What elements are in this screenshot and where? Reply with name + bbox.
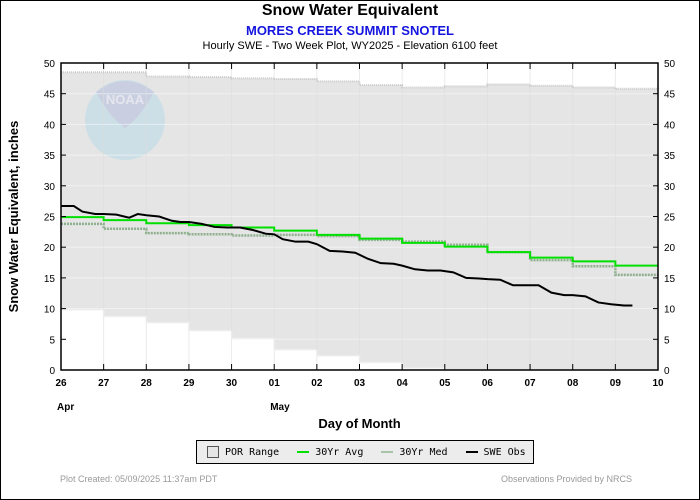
y-tick-label-right: 5 (664, 335, 670, 346)
x-tick-label: 26 (55, 378, 67, 389)
y-tick-label-left: 25 (44, 213, 56, 224)
x-tick-label: 07 (525, 378, 537, 389)
x-tick-label: 09 (610, 378, 622, 389)
x-axis-label: Day of Month (318, 416, 400, 431)
x-tick-label: 03 (354, 378, 366, 389)
noaa-logo-text: NOAA (106, 92, 145, 107)
y-tick-label-left: 35 (44, 151, 56, 162)
x-tick-label: 08 (567, 378, 579, 389)
legend-label: 30Yr Med (399, 446, 448, 458)
y-tick-label-left: 50 (44, 59, 56, 70)
x-tick-label: 04 (397, 378, 409, 389)
y-tick-label-left: 0 (49, 366, 55, 377)
y-tick-label-left: 45 (44, 90, 56, 101)
chart-title: Snow Water Equivalent (261, 2, 439, 19)
por-min-line (61, 308, 658, 371)
por-swatch (207, 446, 219, 458)
y-tick-label-right: 20 (664, 243, 676, 254)
legend-label: POR Range (225, 446, 280, 458)
med-swatch (381, 451, 394, 453)
y-tick-label-right: 15 (664, 274, 676, 285)
y-tick-label-left: 30 (44, 182, 56, 193)
month-label: Apr (57, 402, 74, 413)
obs-swatch (465, 451, 478, 453)
avg-swatch (297, 451, 310, 453)
y-tick-label-left: 20 (44, 243, 56, 254)
plot-created: Plot Created: 05/09/2025 11:37am PDT (60, 474, 218, 484)
y-tick-label-right: 45 (664, 90, 676, 101)
data-credit: Observations Provided by NRCS (500, 474, 632, 484)
y-tick-label-right: 50 (664, 59, 676, 70)
y-tick-label-right: 30 (664, 182, 676, 193)
month-label: May (270, 402, 290, 413)
legend-item-avg: 30Yr Avg (297, 447, 363, 458)
legend-label: 30Yr Avg (315, 446, 364, 458)
y-tick-label-left: 10 (44, 305, 56, 316)
chart-subtitle: Hourly SWE - Two Week Plot, WY2025 - Ele… (202, 40, 498, 52)
legend-item-med: 30Yr Med (381, 446, 448, 458)
y-tick-label-right: 40 (664, 120, 676, 131)
x-tick-label: 29 (183, 378, 195, 389)
noaa-logo-bird (96, 81, 154, 128)
y-tick-label-left: 5 (49, 335, 55, 346)
y-tick-label-right: 25 (664, 213, 676, 224)
x-tick-label: 02 (311, 378, 323, 389)
station-name: MORES CREEK SUMMIT SNOTEL (245, 23, 454, 38)
y-tick-label-right: 35 (664, 151, 676, 162)
legend: POR Range 30Yr Avg 30Yr Med SWE Obs (196, 440, 534, 464)
y-tick-label-left: 15 (44, 274, 56, 285)
legend-label: SWE Obs (483, 446, 526, 458)
por-max-line (61, 71, 658, 90)
swe-obs-line (61, 205, 633, 307)
x-tick-label: 28 (141, 378, 153, 389)
average-line (61, 216, 658, 267)
y-tick-label-right: 0 (664, 366, 670, 377)
x-tick-label: 06 (482, 378, 494, 389)
x-tick-label: 30 (226, 378, 238, 389)
y-tick-label-left: 40 (44, 120, 56, 131)
legend-item-obs: SWE Obs (465, 446, 526, 458)
y-axis-label: Snow Water Equivalent, inches (6, 121, 21, 313)
y-tick-label-right: 10 (664, 305, 676, 316)
x-tick-label: 10 (652, 378, 664, 389)
legend-item-por: POR Range (207, 446, 279, 458)
x-tick-label: 05 (439, 378, 451, 389)
x-tick-label: 01 (269, 378, 281, 389)
x-tick-label: 27 (98, 378, 110, 389)
